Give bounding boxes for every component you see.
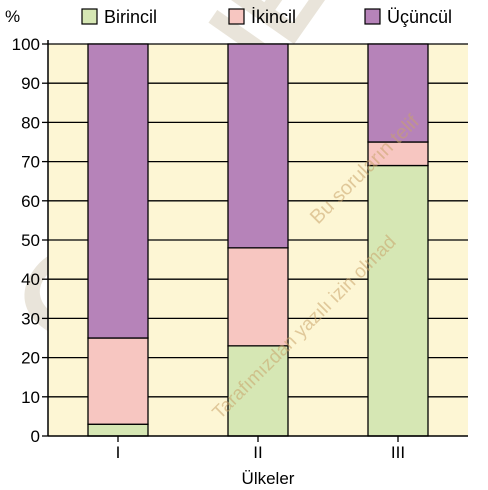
y-tick-label: 30 bbox=[21, 309, 40, 328]
legend-label: İkincil bbox=[251, 7, 296, 27]
legend-swatch bbox=[81, 8, 98, 25]
legend-swatch bbox=[228, 8, 245, 25]
legend-label: Birincil bbox=[104, 7, 157, 27]
bars bbox=[87, 43, 429, 437]
legend-swatch bbox=[364, 8, 381, 25]
bar-segment-III-3 bbox=[367, 43, 429, 143]
x-tick-label: III bbox=[391, 443, 405, 462]
y-tick-label: 60 bbox=[21, 192, 40, 211]
y-tick-label: 80 bbox=[21, 113, 40, 132]
y-tick-label: 70 bbox=[21, 153, 40, 172]
y-tick-label: 0 bbox=[31, 427, 40, 446]
legend: Birincil İkincil Üçüncül bbox=[81, 7, 452, 27]
bar-segment-II-3 bbox=[227, 43, 289, 249]
bar-segment-III-1 bbox=[367, 164, 429, 437]
y-tick-label: 90 bbox=[21, 74, 40, 93]
y-tick-label: 100 bbox=[12, 35, 40, 54]
y-tick-label: 10 bbox=[21, 388, 40, 407]
x-tick-label: II bbox=[253, 443, 262, 462]
bar-segment-I-2 bbox=[87, 337, 149, 425]
y-axis-unit-label: % bbox=[5, 7, 20, 26]
bar-segment-I-1 bbox=[87, 423, 149, 437]
legend-label: Üçüncül bbox=[387, 7, 452, 27]
bar-segment-II-2 bbox=[227, 247, 289, 347]
x-tick-label: I bbox=[116, 443, 121, 462]
x-axis-label: Ülkeler bbox=[242, 469, 295, 488]
y-tick-label: 40 bbox=[21, 270, 40, 289]
bar-segment-I-3 bbox=[87, 43, 149, 339]
y-tick-label: 50 bbox=[21, 231, 40, 250]
y-tick-label: 20 bbox=[21, 349, 40, 368]
